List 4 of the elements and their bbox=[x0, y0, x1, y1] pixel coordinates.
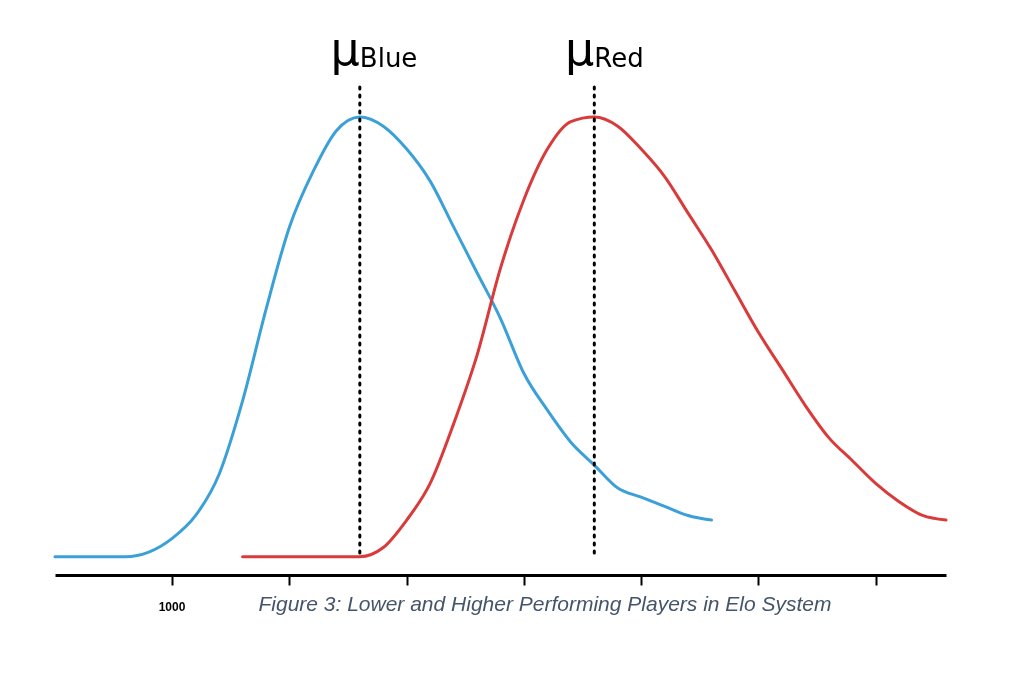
text: μRed bbox=[565, 22, 644, 76]
text: 1000 bbox=[158, 600, 186, 614]
caption: Figure 3: Lower and Higher Performing Players in Elo System bbox=[258, 592, 832, 615]
text: μBlue bbox=[330, 22, 418, 76]
